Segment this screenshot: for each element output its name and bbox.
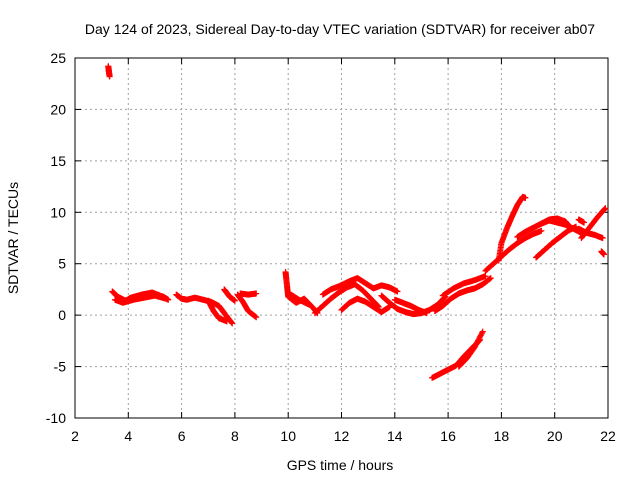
- data-point: [223, 318, 230, 325]
- x-tick-label: 18: [494, 428, 510, 444]
- x-tick-label: 20: [547, 428, 563, 444]
- x-tick-label: 2: [71, 428, 79, 444]
- x-tick-label: 10: [280, 428, 296, 444]
- y-tick-label: -10: [46, 410, 66, 426]
- data-point: [165, 296, 172, 303]
- x-tick-label: 4: [124, 428, 132, 444]
- y-tick-label: 10: [50, 204, 66, 220]
- y-tick-label: 0: [58, 307, 66, 323]
- data-point: [394, 288, 401, 295]
- data-point: [106, 73, 113, 80]
- x-tick-label: 14: [387, 428, 403, 444]
- data-points: [105, 63, 609, 381]
- data-point: [581, 219, 588, 226]
- data-point: [567, 224, 574, 231]
- data-point: [599, 235, 606, 241]
- x-tick-label: 6: [178, 428, 186, 444]
- data-point: [601, 205, 608, 212]
- data-point: [538, 227, 545, 234]
- x-tick-label: 12: [334, 428, 350, 444]
- grid-lines: [75, 58, 608, 418]
- data-point: [482, 273, 489, 280]
- y-tick-label: 20: [50, 101, 66, 117]
- data-point: [479, 328, 486, 335]
- data-point: [253, 290, 260, 297]
- data-point: [228, 319, 235, 326]
- data-point: [602, 205, 609, 212]
- data-point: [601, 251, 608, 258]
- data-point: [487, 275, 494, 282]
- data-point: [306, 301, 313, 308]
- data-point: [162, 295, 169, 302]
- chart-title: Day 124 of 2023, Sidereal Day-to-day VTE…: [85, 21, 595, 37]
- data-point: [229, 320, 236, 327]
- data-point: [479, 329, 486, 336]
- axis-ticks: [74, 57, 609, 419]
- x-axis-label: GPS time / hours: [287, 457, 394, 473]
- y-tick-label: 25: [50, 50, 66, 66]
- data-point: [423, 310, 430, 317]
- y-tick-label: -5: [54, 359, 67, 375]
- y-tick-label: 5: [58, 256, 66, 272]
- y-axis-label: SDTVAR / TECUs: [5, 182, 21, 294]
- x-tick-label: 8: [231, 428, 239, 444]
- data-point: [253, 314, 260, 321]
- y-tick-label: 15: [50, 153, 66, 169]
- data-point: [231, 297, 238, 304]
- x-tick-labels: 2 4 6 8 10 12 14 16 18 20 22: [71, 428, 616, 444]
- x-tick-label: 16: [440, 428, 456, 444]
- y-tick-labels: -10 -5 0 5 10 15 20 25: [46, 50, 66, 426]
- x-tick-label: 22: [600, 428, 616, 444]
- data-point: [522, 194, 529, 201]
